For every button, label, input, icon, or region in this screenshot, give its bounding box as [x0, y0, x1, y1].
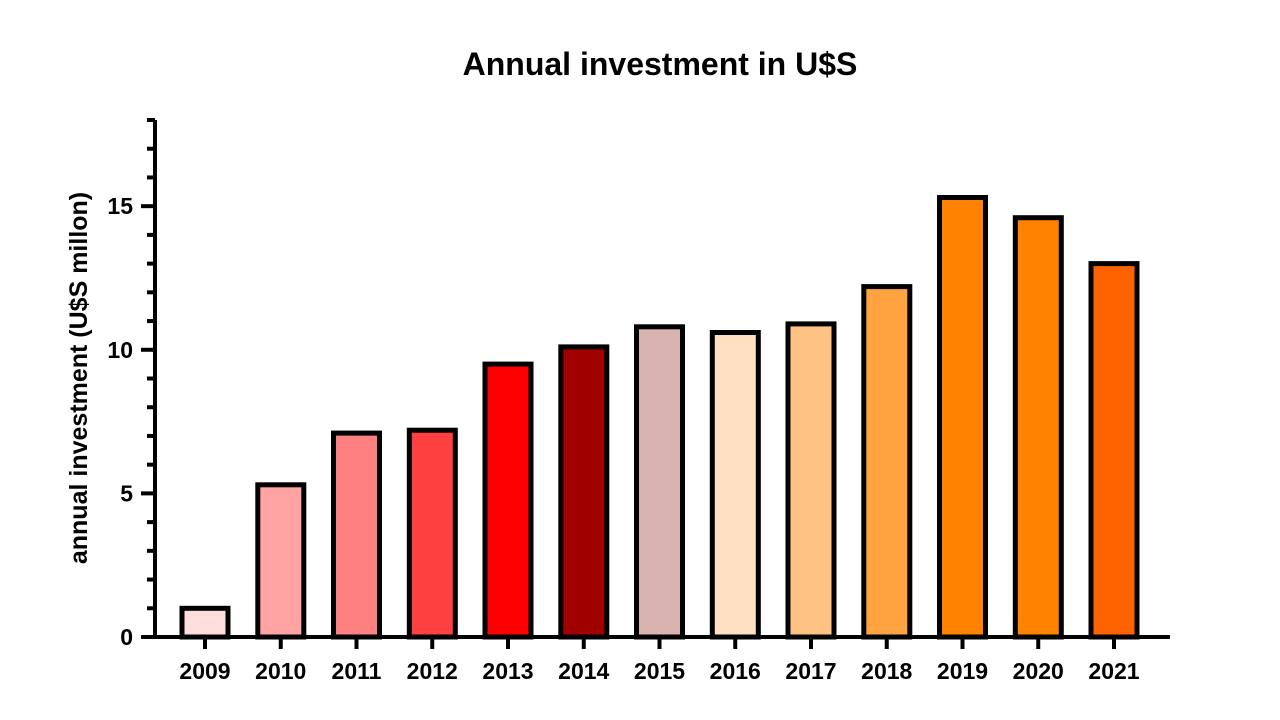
- chart-title: Annual investment in U$S: [463, 46, 858, 82]
- x-tick-label: 2013: [482, 658, 533, 684]
- x-tick-label: 2011: [332, 658, 382, 684]
- x-tick-label: 2012: [407, 658, 458, 684]
- bar-2017: [785, 321, 837, 640]
- bar-2021: [1088, 261, 1140, 640]
- bar-2020: [1012, 215, 1064, 640]
- bar-2016: [709, 330, 761, 640]
- x-tick-label: 2021: [1088, 658, 1139, 684]
- bar-2015: [634, 324, 685, 640]
- bar-2019: [937, 195, 988, 640]
- x-tick-label: 2015: [634, 658, 685, 684]
- x-tick-label: 2020: [1013, 658, 1064, 684]
- bar-2012: [406, 427, 458, 640]
- labels-layer: 0 5 10 15 2009 2010 2011 2012 2013 2014 2015 2016 20…: [107, 193, 1139, 684]
- x-tick-label: 2014: [558, 658, 609, 684]
- bar-2014: [558, 344, 610, 640]
- bar-2009: [179, 605, 231, 640]
- x-tick-label: 2009: [179, 658, 230, 684]
- x-tick-label: 2018: [861, 658, 912, 684]
- bar-2013: [482, 361, 534, 640]
- y-tick-label: 5: [120, 480, 133, 506]
- bars-layer: [179, 195, 1140, 640]
- ticks-layer: [141, 118, 1116, 649]
- y-tick-label: 10: [107, 337, 133, 363]
- x-tick-label: 2010: [255, 658, 306, 684]
- y-axis-label: annual investment (U$S millon): [65, 192, 93, 564]
- y-tick-label: 15: [107, 193, 133, 219]
- bar-2018: [861, 284, 913, 640]
- x-tick-label: 2016: [710, 658, 761, 684]
- x-tick-label: 2019: [937, 658, 988, 684]
- bar-2010: [255, 482, 307, 640]
- x-tick-label: 2017: [785, 658, 836, 684]
- bar-2011: [331, 430, 382, 640]
- y-tick-label: 0: [120, 624, 133, 650]
